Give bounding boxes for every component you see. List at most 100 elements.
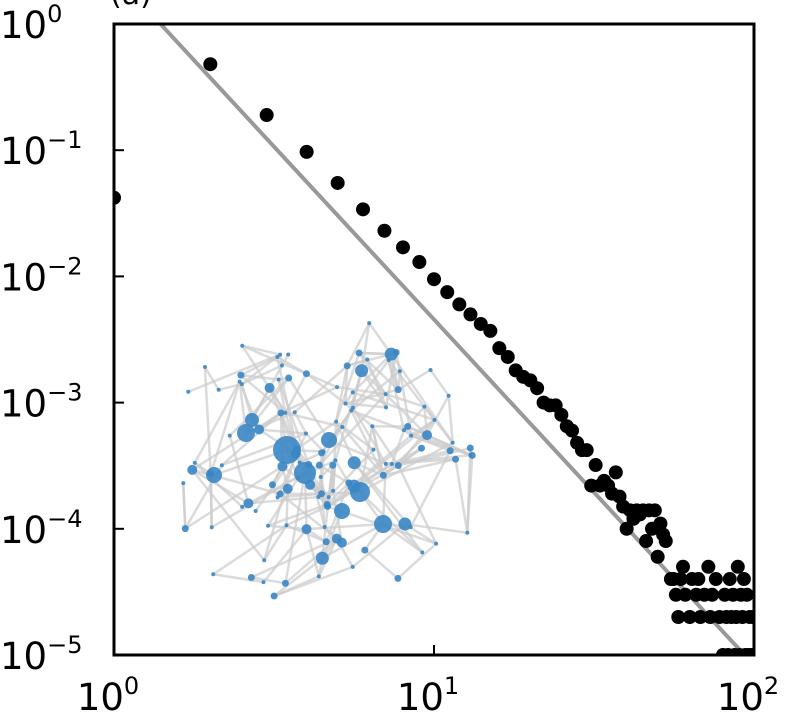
- network-edge: [193, 461, 243, 508]
- network-edge: [336, 385, 386, 396]
- network-node: [211, 572, 216, 577]
- data-point: [427, 272, 441, 287]
- network-edge: [266, 477, 300, 527]
- network-node: [216, 387, 221, 392]
- network-edge: [277, 379, 310, 465]
- data-point: [114, 190, 121, 205]
- network-edge: [397, 446, 471, 467]
- network-edge: [454, 459, 469, 534]
- network-node: [331, 488, 336, 493]
- network-edge: [306, 522, 384, 531]
- network-node: [302, 370, 310, 378]
- network-edge: [284, 537, 338, 585]
- network-edge: [326, 481, 350, 506]
- network-edge: [203, 366, 213, 474]
- network-edge: [305, 432, 325, 453]
- network-edge: [359, 441, 454, 494]
- network-node: [261, 580, 266, 585]
- network-node: [227, 433, 232, 438]
- network-node: [401, 428, 406, 433]
- data-point: [691, 572, 706, 587]
- data-point: [463, 307, 478, 322]
- data-point: [500, 349, 515, 364]
- network-node: [245, 413, 259, 427]
- x-tick-label: 100: [77, 672, 139, 719]
- network-node: [394, 386, 402, 394]
- data-point: [639, 534, 654, 549]
- network-node: [389, 461, 394, 466]
- data-point: [588, 458, 603, 473]
- network-edge: [410, 434, 451, 452]
- data-point: [722, 572, 737, 587]
- network-node: [420, 550, 425, 555]
- network-edge: [241, 353, 281, 386]
- network-edge: [305, 528, 321, 577]
- network-node: [334, 503, 350, 519]
- network-edge: [279, 492, 338, 540]
- network-node: [379, 471, 387, 479]
- network-edge: [241, 364, 283, 386]
- network-edge: [404, 522, 468, 535]
- network-edge: [350, 409, 385, 476]
- network-node: [434, 541, 439, 546]
- data-point: [395, 240, 410, 255]
- network-edge: [240, 373, 279, 381]
- network-node: [292, 410, 297, 415]
- network-node: [277, 409, 285, 417]
- network-node: [333, 458, 338, 463]
- network-node: [247, 573, 255, 581]
- network-edge: [191, 469, 266, 562]
- data-point: [693, 610, 708, 625]
- network-node: [264, 382, 275, 393]
- network-node: [398, 517, 412, 531]
- network-edge: [267, 524, 307, 531]
- network-node: [361, 546, 369, 554]
- network-node: [422, 404, 427, 409]
- data-point: [299, 144, 314, 159]
- data-point: [745, 610, 754, 625]
- network-node: [452, 455, 460, 463]
- network-edge: [263, 524, 288, 561]
- network-node: [350, 564, 355, 569]
- network-edge: [248, 495, 319, 505]
- network-node: [323, 500, 331, 508]
- x-tick-label: 101: [397, 672, 459, 719]
- data-point: [678, 587, 693, 602]
- data-point: [554, 407, 569, 422]
- network-edge: [384, 352, 398, 408]
- network-node: [408, 525, 413, 530]
- network-node: [219, 463, 224, 468]
- network-node: [290, 448, 301, 459]
- network-edge: [187, 353, 281, 393]
- network-node: [450, 440, 455, 445]
- network-edge: [228, 435, 250, 504]
- network-node: [209, 525, 214, 530]
- data-point: [203, 57, 218, 72]
- data-point: [412, 255, 427, 270]
- network-node: [239, 382, 244, 387]
- data-point: [579, 443, 594, 458]
- network-node: [243, 498, 254, 509]
- data-point: [619, 521, 634, 536]
- data-point: [705, 587, 720, 602]
- network-node: [370, 424, 375, 429]
- network-node: [181, 525, 189, 533]
- network-edge: [218, 382, 243, 392]
- network-edge: [466, 447, 472, 533]
- network-edge: [319, 476, 329, 505]
- network-node: [296, 475, 301, 480]
- network-inset: [181, 321, 476, 600]
- network-edge: [397, 419, 436, 467]
- network-node: [343, 401, 348, 406]
- network-node: [347, 456, 361, 470]
- network-node: [336, 537, 347, 548]
- data-point: [747, 648, 754, 655]
- data-point: [530, 381, 545, 396]
- network-node: [397, 369, 402, 374]
- y-tick-label: 10−2: [0, 252, 82, 299]
- network-node: [367, 321, 372, 326]
- network-node: [278, 352, 283, 357]
- network-edge: [184, 465, 284, 530]
- network-edge: [346, 322, 371, 367]
